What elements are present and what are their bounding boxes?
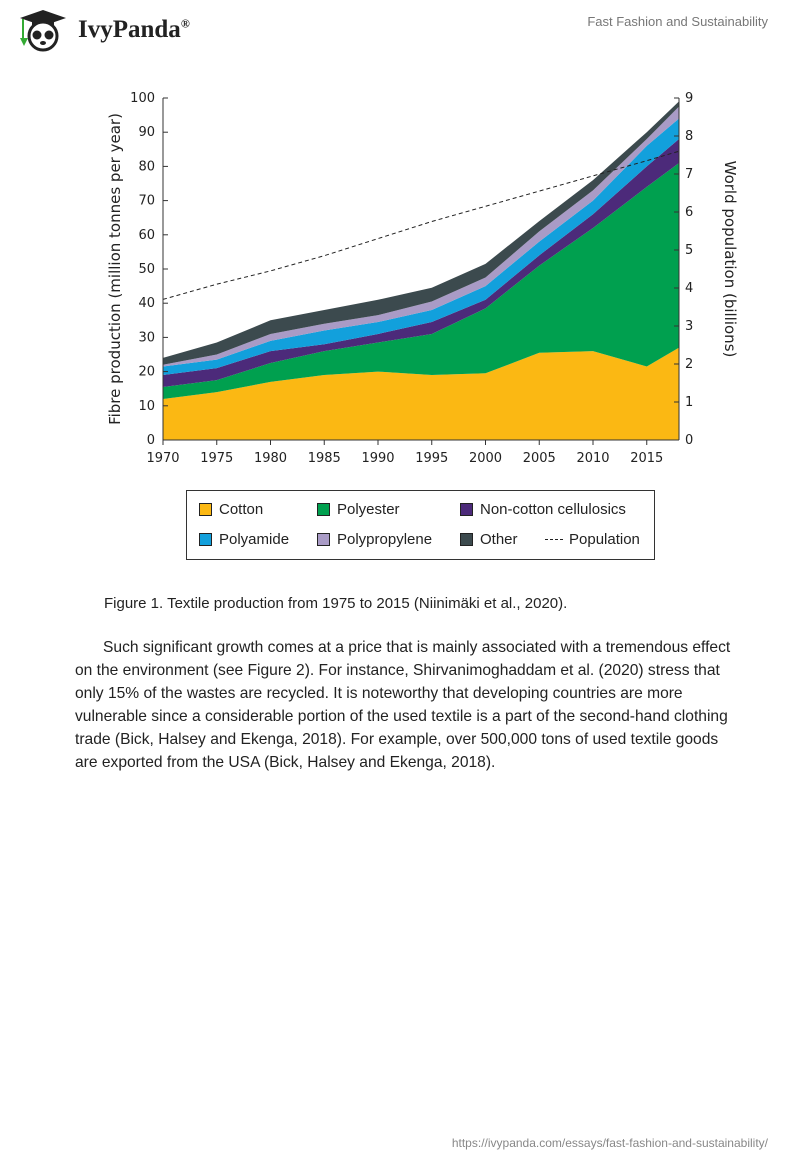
x-tick-label: 1975: [200, 451, 233, 466]
x-tick-label: 1980: [254, 451, 287, 466]
area-polyamide: [163, 118, 679, 376]
y2-tick-label: 0: [685, 433, 693, 448]
legend-label: Other: [480, 531, 518, 548]
legend-item: Polypropylene: [317, 531, 432, 548]
y-tick-label: 70: [138, 194, 155, 209]
y-axis-label: Fibre production (million tonnes per yea…: [106, 113, 124, 425]
x-tick-label: 2000: [469, 451, 502, 466]
y-tick-label: 60: [138, 228, 155, 243]
x-tick-label: 1990: [361, 451, 394, 466]
population-line: [162, 150, 680, 300]
brand-name: IvyPanda®: [78, 16, 190, 43]
legend-label: Polyester: [337, 501, 400, 518]
x-tick-label: 1985: [308, 451, 341, 466]
y-tick-label: 10: [138, 399, 155, 414]
legend-swatch: [199, 503, 212, 516]
fibre-production-chart: 0 10 20 30 40 50 60 70 80 90 100 0 1 2 3 4 5 6 7 8 9 1970 1975…: [106, 91, 739, 466]
y-tick-label: 20: [138, 365, 155, 380]
y-tick-label: 100: [130, 91, 155, 106]
legend-swatch: [199, 533, 212, 546]
y2-tick-label: 6: [685, 205, 693, 220]
legend-label: Polypropylene: [337, 531, 433, 548]
x-tick-label: 2005: [523, 451, 556, 466]
area-polyester: [163, 162, 679, 399]
y2-tick-label: 3: [685, 319, 693, 334]
chart-legend: Cotton Polyester Non-cotton cellulosics Pol…: [186, 490, 655, 560]
legend-item: Non-cotton cellulosics: [460, 501, 626, 518]
footer-url[interactable]: https://ivypanda.com/essays/fast-fashion…: [451, 1136, 768, 1150]
legend-item-population: Population: [545, 531, 640, 548]
legend-swatch: [317, 503, 330, 516]
legend-label: Non-cotton cellulosics: [480, 501, 626, 518]
y2-tick-label: 1: [685, 395, 693, 410]
legend-item: Polyamide: [199, 531, 289, 548]
y2-axis-label: World population (billions): [721, 161, 739, 358]
y-tick-label: 30: [138, 330, 155, 345]
y-tick-label: 0: [147, 433, 155, 448]
figure-caption: Figure 1. Textile production from 1975 t…: [104, 595, 568, 612]
panda-logo-icon: [20, 10, 66, 52]
y2-tick-label: 4: [685, 281, 693, 296]
y2-tick-label: 2: [685, 357, 693, 372]
x-tick-label: 1995: [415, 451, 448, 466]
dashed-line-icon: [545, 539, 563, 540]
y2-tick-label: 5: [685, 243, 693, 258]
y-tick-label: 90: [138, 125, 155, 140]
y2-tick-label: 9: [685, 91, 693, 106]
legend-label: Polyamide: [219, 531, 290, 548]
y2-tick-label: 8: [685, 129, 693, 144]
legend-label: Cotton: [219, 501, 264, 518]
area-cotton: [163, 347, 679, 440]
body-paragraph: Such significant growth comes at a price…: [75, 639, 731, 771]
legend-item: Polyester: [317, 501, 400, 518]
legend-item: Cotton: [199, 501, 263, 518]
ivypanda-logo[interactable]: IvyPanda®: [14, 8, 190, 52]
x-tick-label: 2015: [630, 451, 663, 466]
legend-label: Population: [569, 531, 640, 548]
y2-tick-label: 7: [685, 167, 693, 182]
legend-swatch: [460, 503, 473, 516]
y-tick-label: 50: [138, 262, 155, 277]
x-tick-label: 2010: [576, 451, 609, 466]
y-tick-label: 40: [138, 296, 155, 311]
x-tick-label: 1970: [146, 451, 179, 466]
legend-item: Other: [460, 531, 518, 548]
legend-swatch: [317, 533, 330, 546]
document-title: Fast Fashion and Sustainability: [587, 14, 768, 29]
legend-swatch: [460, 533, 473, 546]
y-tick-label: 80: [138, 159, 155, 174]
